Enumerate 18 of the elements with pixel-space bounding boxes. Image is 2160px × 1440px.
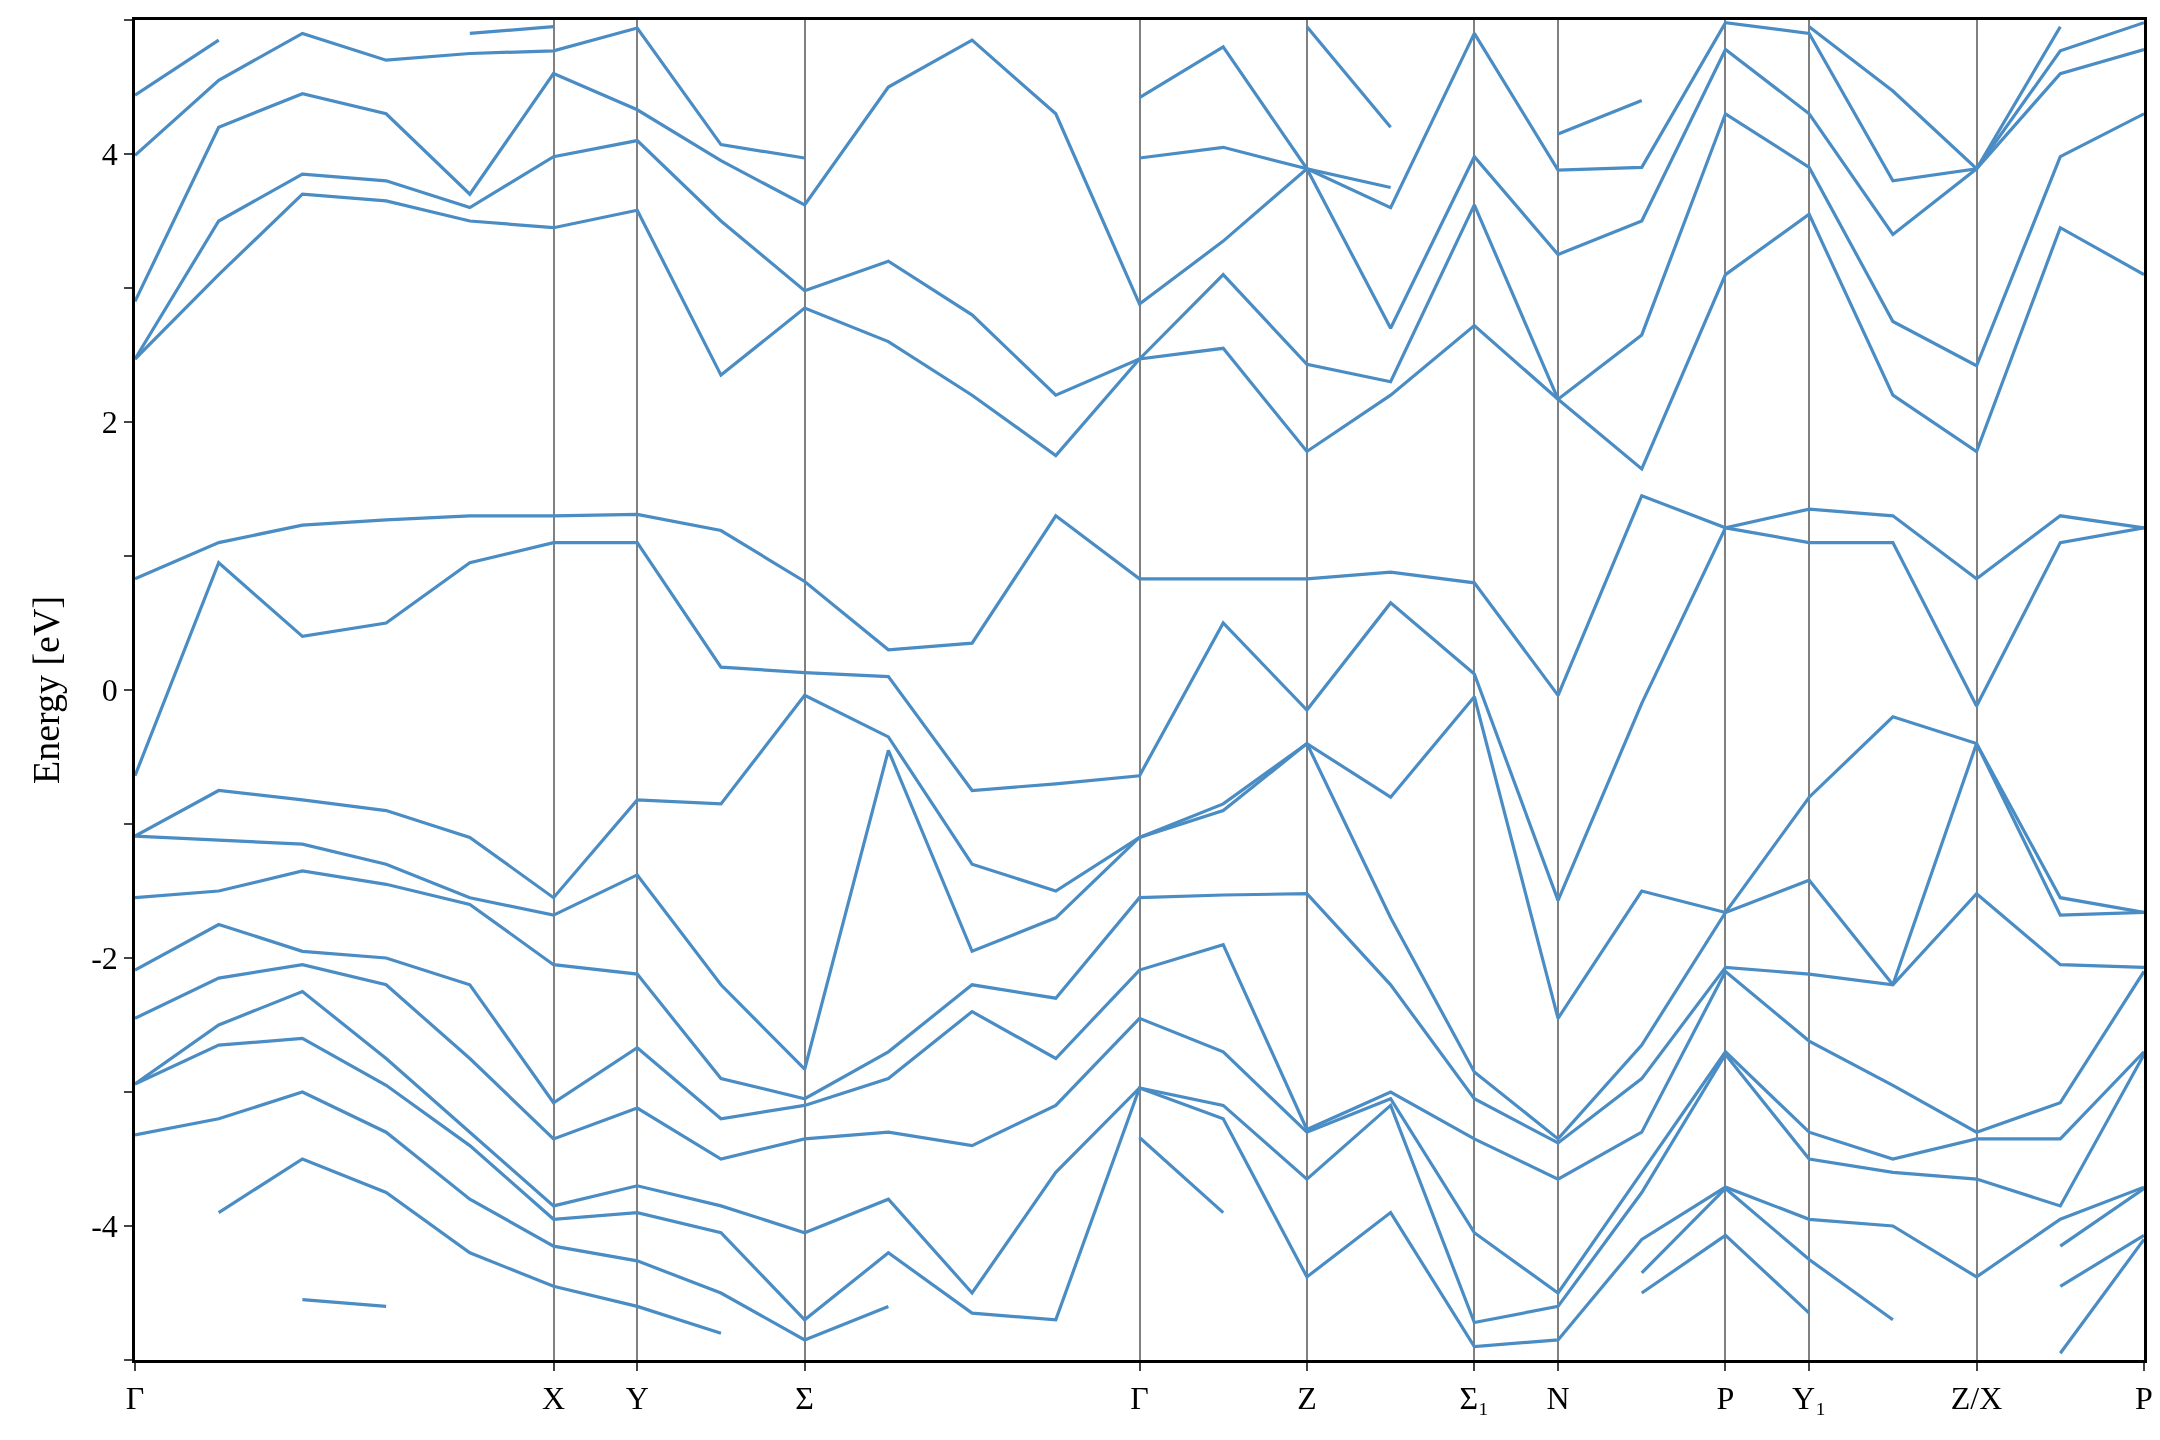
- y-tick-label: 4: [101, 136, 118, 173]
- x-tick-label: N: [1546, 1380, 1570, 1417]
- x-tick-label: P: [2135, 1380, 2153, 1417]
- y-tick-label: -2: [91, 940, 118, 977]
- x-tick-label: Y₁: [1792, 1380, 1827, 1417]
- y-tick-label: -4: [91, 1208, 118, 1245]
- y-tick-label: 2: [101, 404, 118, 441]
- x-tick-label: Γ: [1130, 1380, 1149, 1417]
- x-tick-label: P: [1716, 1380, 1735, 1417]
- x-tick-label: Σ: [795, 1380, 814, 1417]
- x-tick-label: Σ₁: [1459, 1380, 1490, 1417]
- x-tick-label: X: [541, 1380, 566, 1417]
- x-tick-label: Z: [1297, 1380, 1317, 1417]
- x-tick-label: Z/X: [1950, 1380, 2003, 1417]
- x-tick-label: Γ: [125, 1380, 145, 1417]
- y-tick-label: 0: [101, 672, 118, 709]
- x-tick-label: Y: [625, 1380, 649, 1417]
- y-axis-title: Energy [eV]: [25, 595, 68, 785]
